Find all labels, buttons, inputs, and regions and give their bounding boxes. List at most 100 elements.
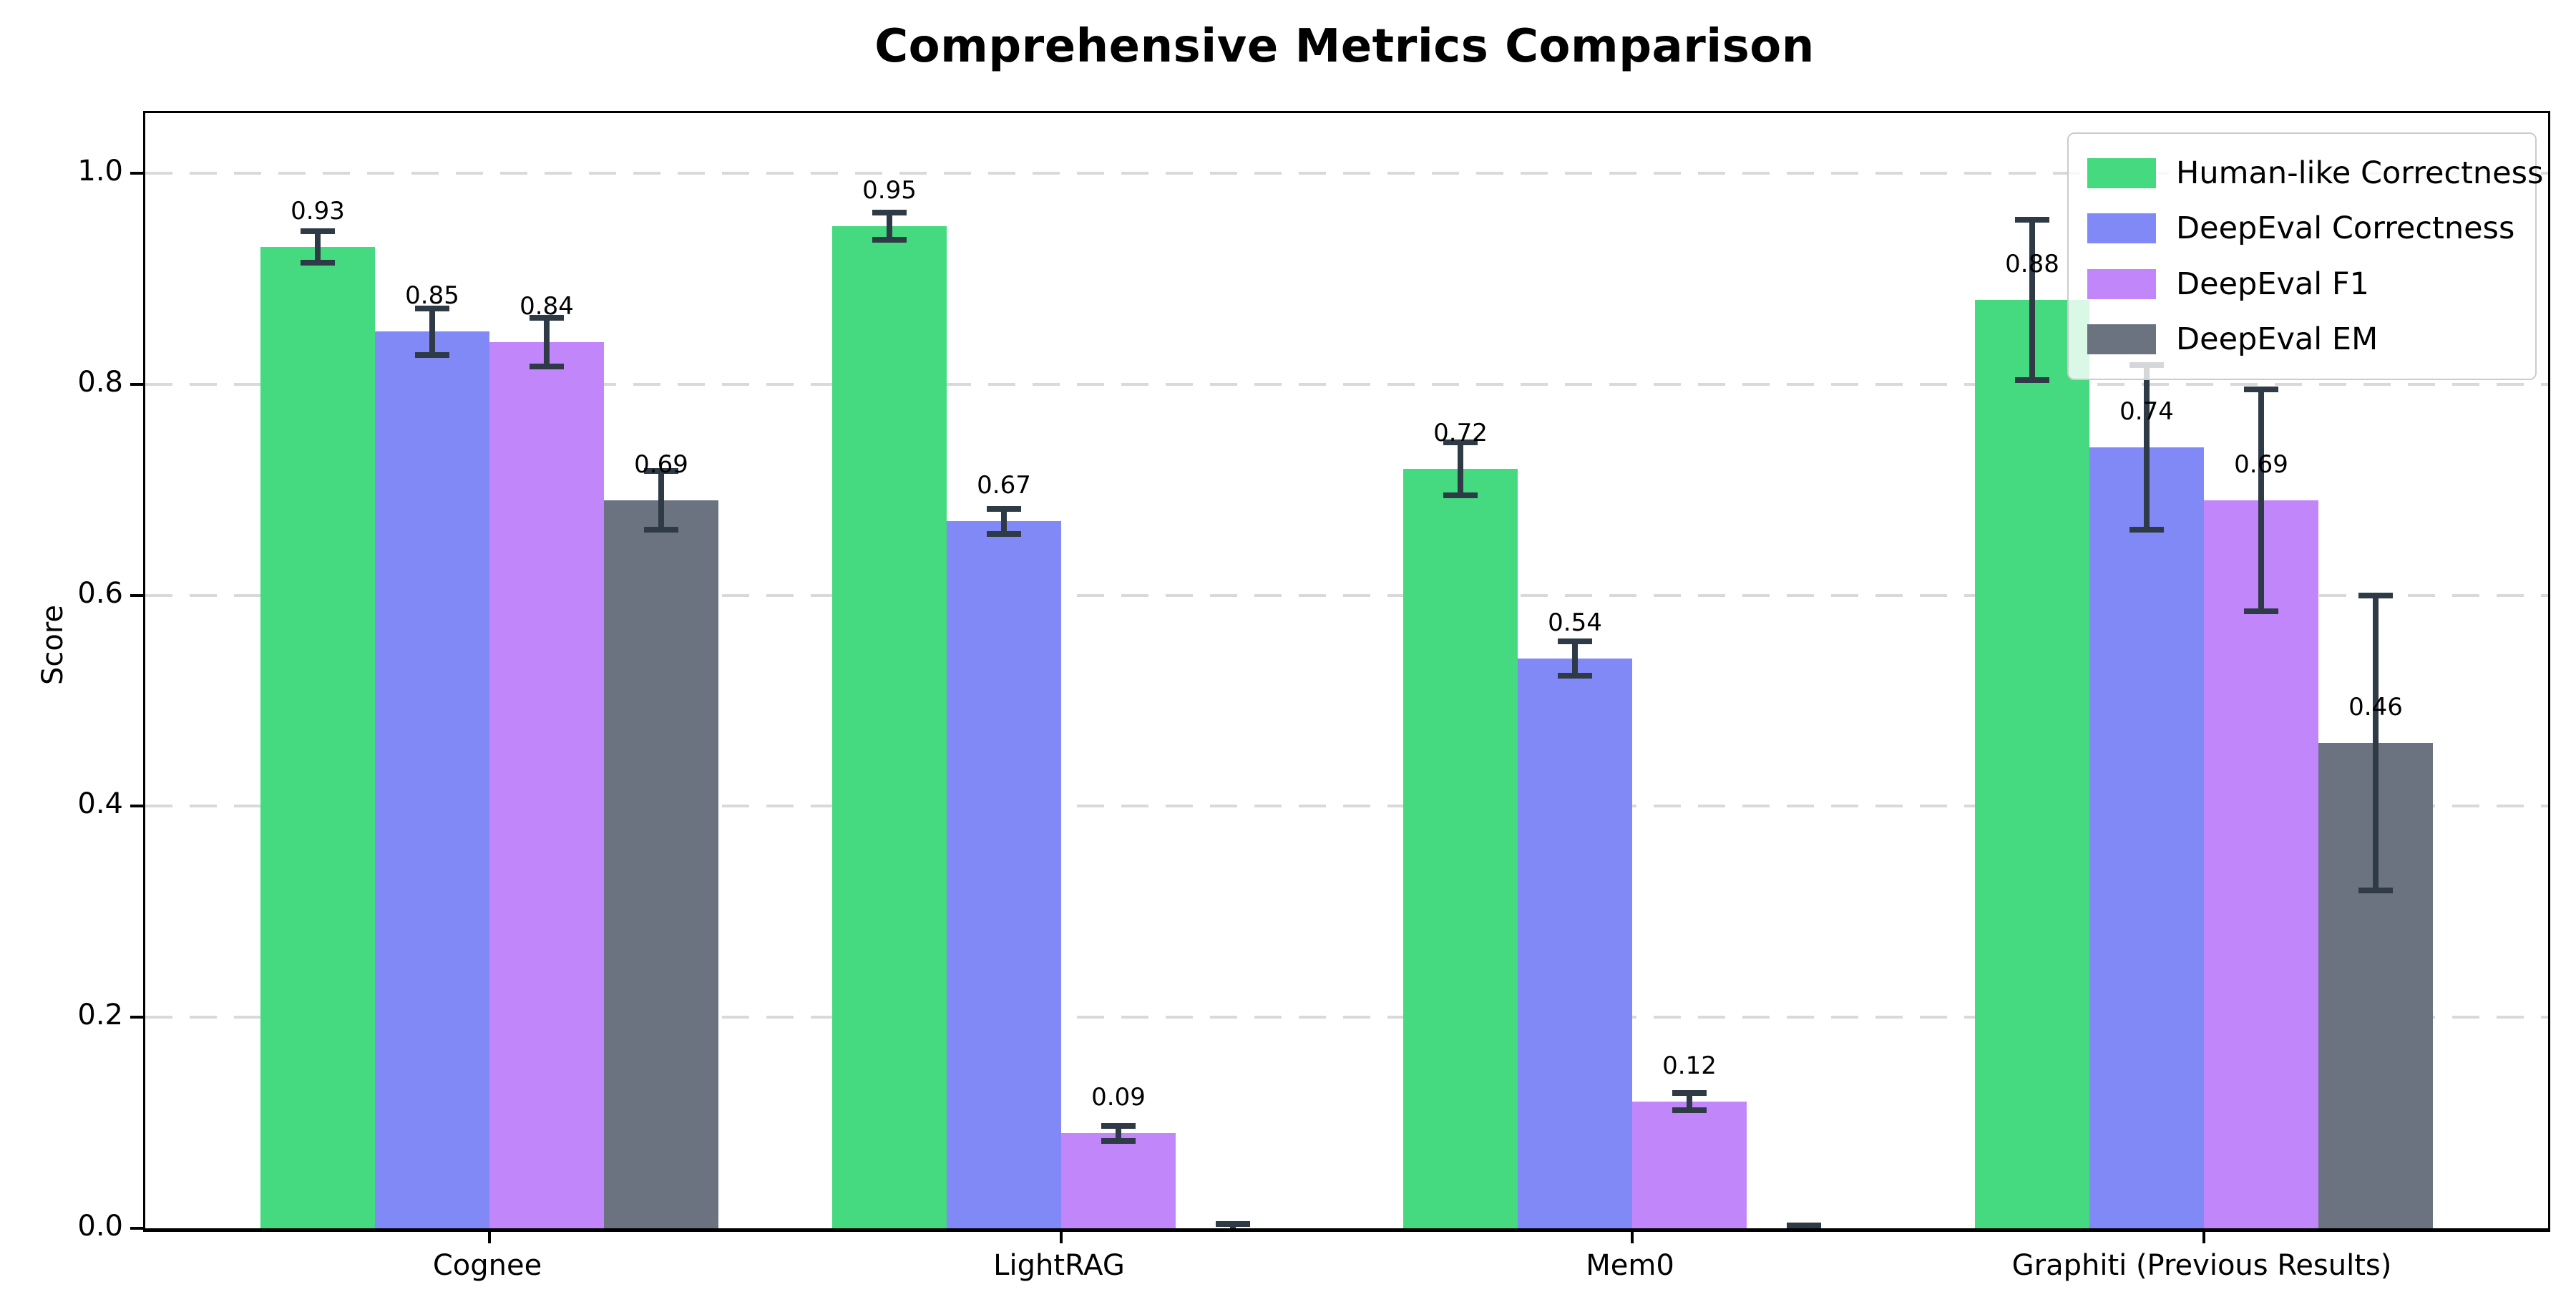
chart-title: Comprehensive Metrics Comparison (874, 20, 1815, 73)
bar (1403, 469, 1518, 1228)
bar-value-label: 0.84 (519, 292, 574, 321)
legend-swatch (2087, 213, 2156, 244)
error-bar-cap (1101, 1123, 1136, 1130)
gridline (145, 172, 2548, 175)
bar (375, 331, 489, 1228)
bar-value-label: 0.95 (862, 176, 917, 205)
gridline (145, 805, 2548, 808)
legend-label: DeepEval EM (2176, 321, 2379, 358)
bar (832, 226, 947, 1228)
error-bar-cap (2129, 527, 2164, 533)
legend-label: DeepEval Correctness (2176, 210, 2515, 247)
error-bar (1687, 1093, 1692, 1110)
bar-value-label: 0.67 (977, 471, 1031, 500)
error-bar-cap (2358, 592, 2393, 598)
bar-value-label: 0.88 (2005, 250, 2059, 278)
bar-value-label: 0.85 (405, 281, 459, 310)
y-tick-mark (130, 1227, 143, 1230)
bar-value-label: 0.12 (1662, 1051, 1717, 1080)
error-bar (2144, 365, 2150, 530)
bar (1061, 1133, 1176, 1228)
x-tick-label: LightRAG (993, 1249, 1125, 1282)
bar-value-label: 0.54 (1548, 608, 1602, 637)
bar-value-label: 0.69 (2234, 450, 2288, 479)
bar (260, 247, 375, 1228)
error-bar-cap (2015, 377, 2049, 383)
legend-item: Human-like Correctness (2087, 155, 2543, 191)
error-bar-cap (2244, 387, 2278, 393)
legend-item: DeepEval EM (2087, 321, 2517, 357)
y-tick-mark (130, 1016, 143, 1019)
error-bar-cap (2244, 608, 2278, 614)
bar-value-label: 0.93 (291, 197, 345, 225)
error-bar-cap (1787, 1222, 1821, 1228)
gridline (145, 593, 2548, 597)
error-bar-cap (1443, 439, 1478, 445)
bar-value-label: 0.46 (2348, 693, 2403, 722)
error-bar-cap (644, 527, 678, 533)
error-bar-cap (1558, 638, 1592, 645)
x-tick-mark (1060, 1232, 1063, 1243)
x-tick-label: Cognee (432, 1249, 542, 1282)
error-bar (658, 470, 664, 530)
error-bar-cap (530, 314, 564, 321)
error-bar-cap (1216, 1221, 1250, 1228)
x-axis-tick-labels: Cognee LightRAG Mem0 Graphiti (Previous Res… (143, 1249, 2546, 1292)
bar (489, 342, 604, 1228)
error-bar (1458, 442, 1463, 495)
legend-swatch (2087, 268, 2156, 299)
bar (2204, 500, 2318, 1228)
y-tick-label: 0.0 (77, 1210, 123, 1243)
error-bar (887, 212, 892, 240)
error-bar-cap (1672, 1090, 1707, 1097)
gridline (145, 1016, 2548, 1019)
gridline (145, 382, 2548, 386)
legend-swatch (2087, 324, 2156, 355)
bar-value-label: 0.69 (634, 450, 688, 479)
error-bar (429, 308, 435, 355)
bar (1632, 1102, 1747, 1228)
error-bar-cap (987, 531, 1021, 538)
legend-swatch (2087, 157, 2156, 188)
error-bar-cap (415, 351, 449, 358)
error-bar-cap (1672, 1107, 1707, 1113)
y-tick-mark (130, 382, 143, 386)
bar (604, 500, 718, 1228)
error-bar (544, 317, 550, 366)
error-bar (2029, 219, 2035, 380)
bar (2089, 447, 2204, 1228)
y-tick-mark (130, 593, 143, 597)
error-bar (1572, 641, 1578, 676)
x-tick-mark (488, 1232, 491, 1243)
error-bar (2258, 389, 2264, 611)
bar (947, 521, 1061, 1228)
y-tick-label: 0.8 (77, 365, 123, 399)
error-bar-cap (1101, 1137, 1136, 1144)
error-bar (1116, 1126, 1121, 1141)
x-tick-label: Mem0 (1586, 1249, 1674, 1282)
error-bar (315, 231, 321, 263)
error-bar-cap (2015, 216, 2049, 223)
error-bar-cap (872, 236, 907, 243)
error-bar-cap (1558, 672, 1592, 679)
error-bar (2373, 595, 2379, 891)
bar-value-label: 0.72 (1433, 419, 1488, 447)
error-bar-cap (2358, 888, 2393, 894)
bar-value-label: 0.09 (1091, 1083, 1146, 1112)
error-bar-cap (987, 505, 1021, 512)
x-tick-mark (2202, 1232, 2205, 1243)
error-bar-cap (644, 467, 678, 474)
y-tick-mark (130, 805, 143, 808)
legend: Human-like Correctness DeepEval Correctne… (2067, 132, 2543, 380)
x-tick-label: Graphiti (Previous Results) (2011, 1249, 2392, 1282)
bar-value-label: 0.74 (2119, 397, 2174, 426)
legend-label: Human-like Correctness (2176, 155, 2544, 191)
legend-label: DeepEval F1 (2176, 266, 2369, 302)
y-tick-label: 1.0 (77, 155, 123, 188)
y-axis-tick-labels: 0.0 0.2 0.4 0.6 0.8 1.0 (0, 111, 123, 1243)
error-bar-cap (530, 363, 564, 369)
y-tick-mark (130, 172, 143, 175)
error-bar-cap (1443, 492, 1478, 498)
legend-item: DeepEval F1 (2087, 266, 2517, 302)
